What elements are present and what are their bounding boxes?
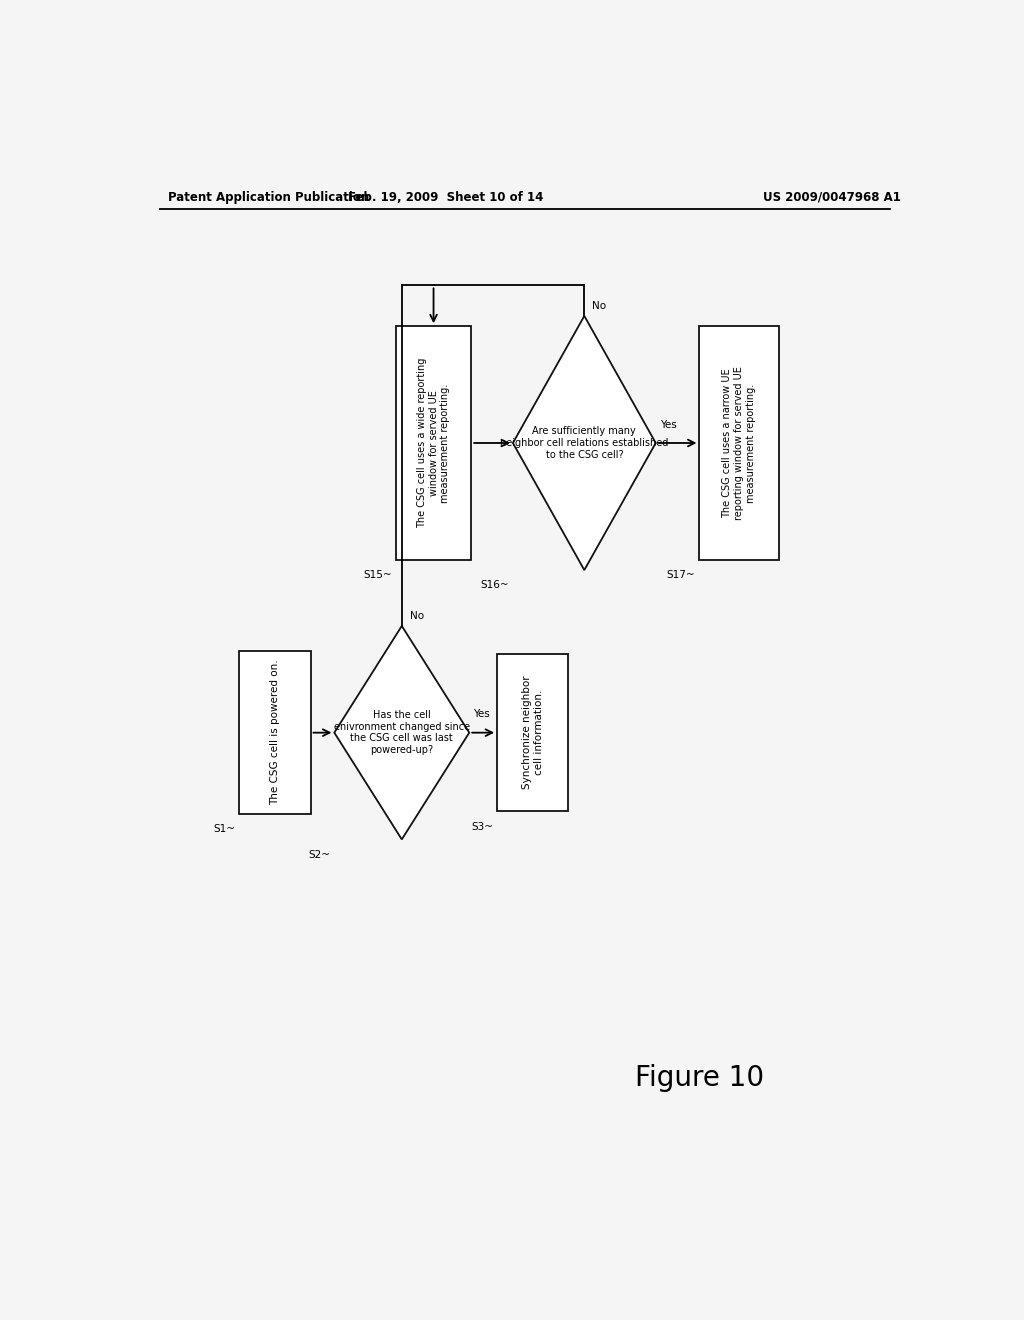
Bar [699, 326, 778, 560]
Text: S3~: S3~ [471, 821, 494, 832]
Text: S15~: S15~ [364, 570, 392, 579]
Text: Are sufficiently many
neighbor cell relations established
to the CSG cell?: Are sufficiently many neighbor cell rela… [500, 426, 669, 459]
Text: The CSG cell uses a wide reporting
window for served UE
measurement reporting.: The CSG cell uses a wide reporting windo… [417, 358, 451, 528]
Text: No: No [410, 611, 424, 620]
Polygon shape [334, 626, 469, 840]
Text: Figure 10: Figure 10 [635, 1064, 764, 1092]
Text: No: No [592, 301, 606, 310]
Text: S2~: S2~ [308, 850, 331, 859]
Text: Feb. 19, 2009  Sheet 10 of 14: Feb. 19, 2009 Sheet 10 of 14 [348, 190, 543, 203]
Bar [497, 653, 568, 812]
Bar [240, 651, 310, 814]
Polygon shape [513, 315, 655, 570]
Text: Yes: Yes [659, 420, 677, 430]
Text: US 2009/0047968 A1: US 2009/0047968 A1 [763, 190, 901, 203]
Text: S17~: S17~ [667, 570, 695, 579]
Text: The CSG cell is powered on.: The CSG cell is powered on. [269, 660, 280, 805]
Text: Yes: Yes [473, 709, 489, 719]
Text: Patent Application Publication: Patent Application Publication [168, 190, 369, 203]
Text: The CSG cell uses a narrow UE
reporting window for served UE
measurement reporti: The CSG cell uses a narrow UE reporting … [723, 366, 756, 520]
Text: S1~: S1~ [213, 824, 236, 834]
Text: Synchronize neighbor
cell information.: Synchronize neighbor cell information. [522, 676, 544, 789]
Text: Has the cell
enivronment changed since
the CSG cell was last
powered-up?: Has the cell enivronment changed since t… [334, 710, 470, 755]
Bar [396, 326, 471, 560]
Text: S16~: S16~ [480, 581, 509, 590]
